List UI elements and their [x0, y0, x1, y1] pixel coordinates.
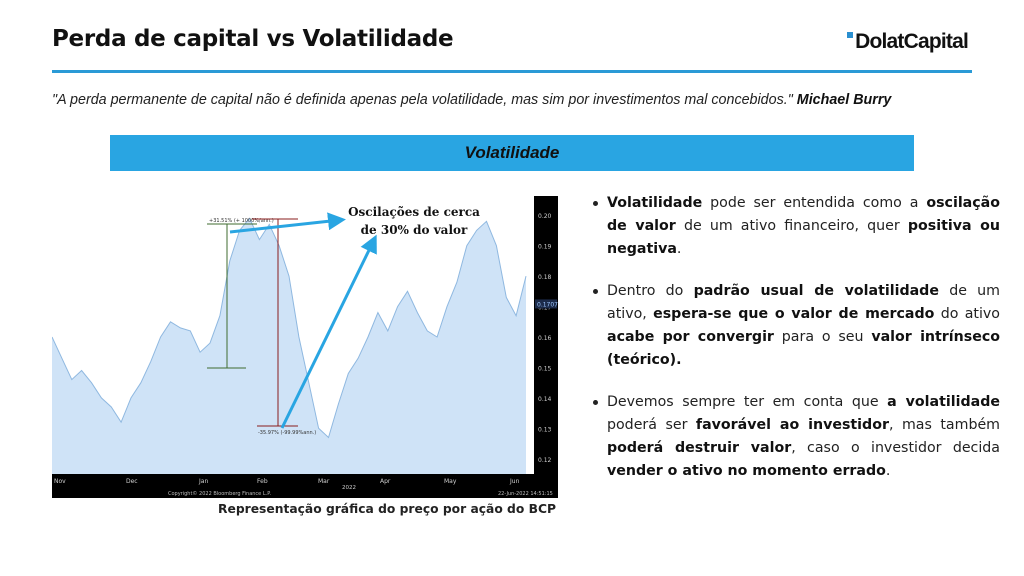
bullet-emphasis: valor intrínseco (teórico). — [607, 329, 1000, 368]
brand-logo: DolatCapital — [847, 30, 969, 54]
quote: "A perda permanente de capital não é def… — [52, 92, 982, 108]
last-price-label: 0.1707 — [537, 301, 558, 308]
callout-text-line1: Oscilações de cerca — [348, 205, 480, 219]
bullet-text: . — [885, 463, 891, 479]
x-tick-label: Mar — [318, 478, 330, 485]
bullet-text: Devemos sempre ter em conta que — [607, 394, 888, 410]
bullet-text: de um ativo financeiro, quer — [675, 218, 908, 234]
bullet-text: para o seu — [773, 329, 872, 345]
y-tick-label: 0.15 — [538, 365, 552, 372]
y-tick-label: 0.18 — [538, 274, 552, 281]
section-banner: Volatilidade — [110, 135, 914, 171]
page-title: Perda de capital vs Volatilidade — [52, 26, 454, 52]
bullet-text: , mas também — [888, 417, 1000, 433]
bullet-emphasis: a volatilidade — [887, 394, 1000, 410]
header-divider — [52, 70, 972, 73]
bullet-emphasis: oscilação de valor — [607, 195, 1000, 234]
bullet-text: poderá ser — [607, 417, 696, 433]
bullet-emphasis: favorável ao investidor — [695, 417, 889, 433]
callout-arrow-bottom — [280, 234, 377, 429]
x-tick-label: Dec — [126, 478, 138, 485]
y-axis-panel — [534, 196, 558, 498]
bullet-item: Devemos sempre ter em conta que a volati… — [592, 391, 1000, 483]
bullet-text: . — [676, 241, 682, 257]
chart-caption: Representação gráfica do preço por ação … — [218, 502, 556, 516]
y-tick-label: 0.16 — [538, 335, 552, 342]
quote-text: "A perda permanente de capital não é def… — [52, 92, 793, 108]
banner-label: Volatilidade — [464, 143, 560, 162]
bullet-emphasis: acabe por convergir — [607, 329, 774, 345]
bullet-item: Dentro do padrão usual de volatilidade d… — [592, 280, 1000, 372]
callout-text-line2: de 30% do valor — [361, 223, 468, 237]
timestamp-label: 22-Jun-2022 14:51:15 — [498, 491, 553, 497]
y-tick-label: 0.13 — [538, 426, 552, 433]
x-tick-label: Jun — [509, 478, 520, 485]
bullet-emphasis: Volatilidade — [607, 195, 703, 211]
x-axis-panel — [52, 474, 558, 498]
logo-square-icon — [847, 32, 854, 38]
x-tick-label: May — [444, 478, 457, 485]
copyright-label: Copyright© 2022 Bloomberg Finance L.P. — [168, 490, 271, 497]
quote-author: Michael Burry — [796, 92, 892, 108]
year-label: 2022 — [342, 485, 356, 491]
bullet-item: Volatilidade pode ser entendida como a o… — [592, 192, 1000, 261]
y-tick-label: 0.20 — [538, 213, 552, 220]
x-tick-label: Nov — [54, 478, 66, 485]
bullet-text: , caso o investidor decida — [791, 440, 1000, 456]
annotation-top: +31.51% (+ 1000%/ann.) — [209, 218, 274, 224]
x-tick-label: Feb — [257, 478, 268, 485]
logo-text: DolatCapital — [855, 30, 969, 53]
bullet-text: do ativo — [934, 306, 1000, 322]
bullet-emphasis: poderá destruir valor — [607, 440, 792, 456]
y-tick-label: 0.14 — [538, 396, 552, 403]
annotation-bottom: -35.97% (-99.99%ann.) — [258, 430, 316, 436]
bullet-text: de um ativo, — [607, 283, 1000, 322]
bullet-text: Dentro do — [607, 283, 694, 299]
price-chart: 0.200.190.180.170.160.150.140.130.120.17… — [52, 196, 558, 498]
price-line — [52, 217, 527, 439]
bullet-text: pode ser entendida como a — [702, 195, 927, 211]
y-tick-label: 0.12 — [538, 457, 552, 464]
price-chart-svg: 0.200.190.180.170.160.150.140.130.120.17… — [52, 196, 558, 498]
bullet-emphasis: padrão usual de volatilidade — [693, 283, 939, 299]
last-price-box — [535, 299, 557, 309]
price-area — [52, 218, 526, 474]
x-tick-label: Jan — [198, 478, 208, 485]
bullet-emphasis: positiva ou negativa — [607, 218, 1000, 257]
bullet-emphasis: espera-se que o valor de mercado — [653, 306, 935, 322]
y-tick-label: 0.19 — [538, 244, 552, 251]
callout-arrow-top — [229, 212, 346, 234]
x-tick-label: Apr — [380, 478, 391, 485]
bullet-list: Volatilidade pode ser entendida como a o… — [592, 192, 1000, 502]
bullet-emphasis: vender o ativo no momento errado — [607, 463, 886, 479]
